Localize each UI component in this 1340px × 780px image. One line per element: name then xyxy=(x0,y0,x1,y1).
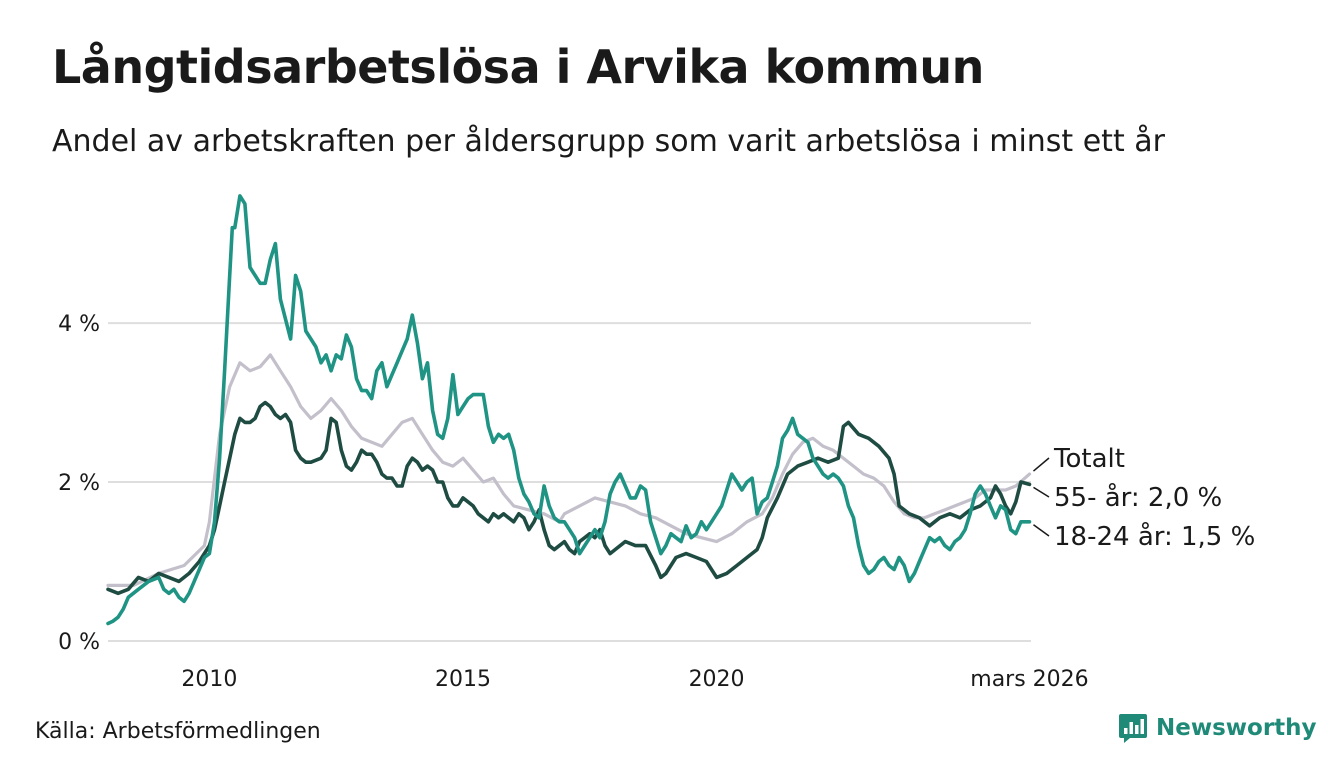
x-axis: 2010 2015 2020 mars 2026 xyxy=(181,667,1088,692)
series-line-senior xyxy=(106,400,1032,596)
y-tick-label: 2 % xyxy=(58,471,100,496)
series-line-totalt xyxy=(106,353,1032,587)
series-line-youth xyxy=(106,194,1032,626)
x-tick-label: mars 2026 xyxy=(970,667,1088,692)
y-axis: 0 % 2 % 4 % xyxy=(58,312,100,655)
leader-line-totalt xyxy=(1032,457,1050,472)
chart-subtitle: Andel av arbetskraften per åldersgrupp s… xyxy=(52,124,1165,159)
gridlines xyxy=(108,322,1031,642)
y-tick-label: 0 % xyxy=(58,630,100,655)
series-label-youth: 18-24 år: 1,5 % xyxy=(1054,521,1255,552)
source-note: Källa: Arbetsförmedlingen xyxy=(35,719,321,744)
series-label-senior: 55- år: 2,0 % xyxy=(1054,482,1222,513)
chart-title: Långtidsarbetslösa i Arvika kommun xyxy=(52,40,984,94)
brand-name: Newsworthy xyxy=(1156,715,1317,741)
end-labels: Totalt 55- år: 2,0 % 18-24 år: 1,5 % xyxy=(1032,444,1255,552)
newsworthy-logo-icon xyxy=(1119,714,1147,743)
leader-line-youth xyxy=(1033,524,1050,537)
x-tick-label: 2015 xyxy=(435,667,491,692)
x-tick-label: 2020 xyxy=(689,667,745,692)
leader-line-senior xyxy=(1033,486,1050,498)
series-label-totalt: Totalt xyxy=(1053,444,1125,474)
x-tick-label: 2010 xyxy=(181,667,237,692)
brand-logo: Newsworthy xyxy=(1118,712,1317,744)
series-lines xyxy=(106,194,1032,626)
y-tick-label: 4 % xyxy=(58,312,100,337)
